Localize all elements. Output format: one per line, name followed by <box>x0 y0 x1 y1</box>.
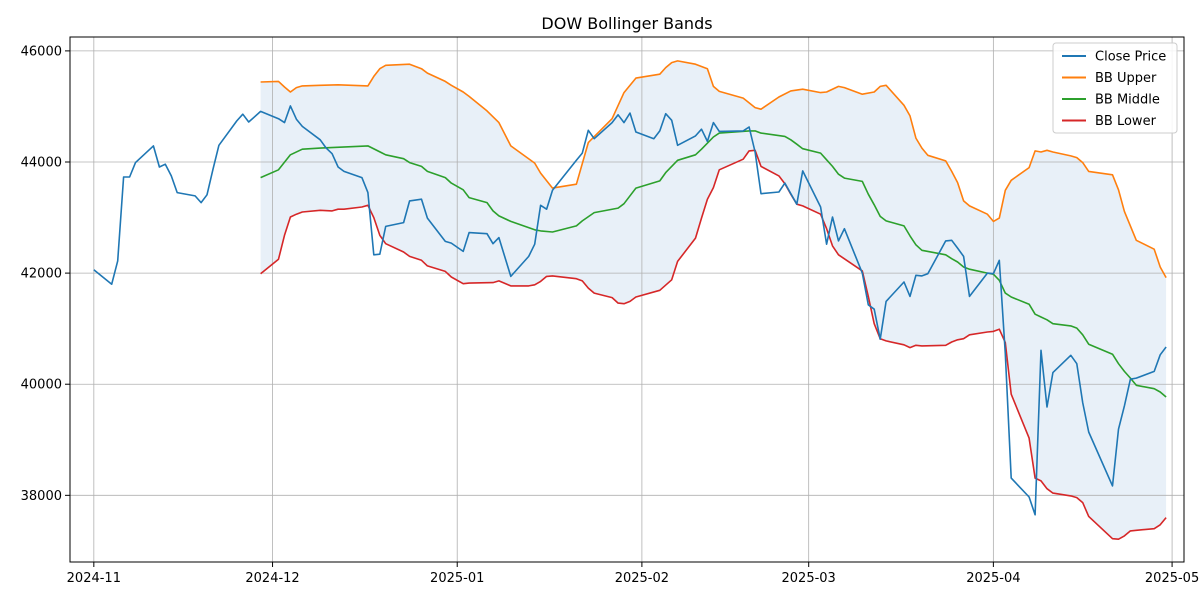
x-tick-label: 2025-02 <box>615 571 669 586</box>
band-fill-layer <box>260 60 1167 540</box>
legend-label-bb-upper: BB Upper <box>1095 71 1157 86</box>
series-line-bb-lower <box>260 149 1167 541</box>
bollinger-band-fill <box>260 60 1167 540</box>
y-tick-label: 44000 <box>21 156 62 171</box>
y-tick-label: 40000 <box>21 378 62 393</box>
legend: Close Price BB Upper BB Middle BB Lower <box>1052 42 1178 134</box>
y-tick-label: 38000 <box>21 489 62 504</box>
x-tick-label: 2025-01 <box>430 571 484 586</box>
chart-title: DOW Bollinger Bands <box>541 14 712 33</box>
x-tick-label: 2024-12 <box>245 571 299 586</box>
series-layer <box>93 60 1167 541</box>
series-line-bb-middle <box>260 130 1167 398</box>
x-tick-label: 2024-11 <box>67 571 121 586</box>
legend-box <box>1052 42 1178 134</box>
legend-label-close-price: Close Price <box>1095 50 1166 65</box>
series-line-bb-upper <box>260 60 1167 278</box>
legend-label-bb-lower: BB Lower <box>1095 114 1157 129</box>
y-tick-label: 42000 <box>21 267 62 282</box>
x-tick-label: 2025-05 <box>1145 571 1199 586</box>
series-line-close-price <box>93 105 1167 516</box>
x-tick-label: 2025-04 <box>966 571 1020 586</box>
x-tick-label: 2025-03 <box>782 571 836 586</box>
y-tick-label: 46000 <box>21 44 62 59</box>
plot-frame <box>69 36 1185 563</box>
legend-label-bb-middle: BB Middle <box>1095 93 1160 108</box>
tick-layer: 2024-11 2024-12 2025-01 2025-02 2025-03 2025-… <box>21 44 1200 586</box>
